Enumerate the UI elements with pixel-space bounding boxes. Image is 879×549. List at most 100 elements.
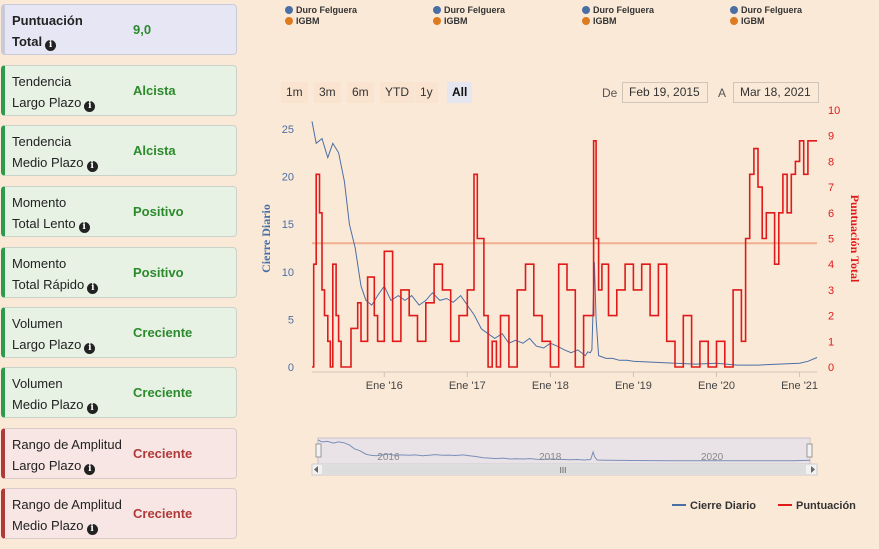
info-icon[interactable]: i	[86, 403, 98, 414]
series-cierre-line	[311, 121, 818, 366]
card-label-line2: Medio Plazo	[12, 155, 84, 170]
card-label-line1: Momento	[12, 256, 67, 271]
card-label-line1: Volumen	[12, 376, 63, 391]
top-legend-item-stock[interactable]: Duro Felguera	[730, 5, 802, 15]
info-icon[interactable]: i	[84, 343, 96, 354]
info-icon[interactable]: i	[84, 101, 96, 112]
y2-tick-label: 10	[828, 105, 840, 117]
top-legend-item-stock[interactable]: Duro Felguera	[433, 5, 505, 15]
card-label-line1: Rango de Amplitud	[12, 497, 122, 512]
to-date-input[interactable]: Mar 18, 2021	[733, 82, 819, 103]
score-card: Volumen Medio Plazo i Creciente	[1, 367, 237, 418]
y2-tick-label: 9	[828, 131, 834, 143]
dot-icon	[730, 17, 738, 25]
top-legend-item-stock[interactable]: Duro Felguera	[582, 5, 654, 15]
card-label-line2: Total Rápido	[12, 277, 85, 292]
card-value: Creciente	[133, 506, 193, 521]
card-label-line1: Rango de Amplitud	[12, 437, 122, 452]
legend-puntuacion[interactable]: Puntuación	[778, 500, 856, 512]
legend-text: IGBM	[741, 16, 765, 26]
x-tick-label: Ene '21	[781, 380, 818, 392]
card-value: Positivo	[133, 204, 184, 219]
navigator-right-handle	[806, 443, 813, 458]
x-tick-label: Ene '17	[449, 380, 486, 392]
y2-tick-label: 7	[828, 182, 834, 194]
card-label: Tendencia Medio Plazo i	[12, 131, 98, 173]
dot-icon	[433, 6, 441, 14]
score-card: Tendencia Largo Plazo i Alcista	[1, 65, 237, 116]
y2-tick-label: 0	[828, 362, 834, 374]
range-button-3m[interactable]: 3m	[314, 82, 341, 103]
legend-text: IGBM	[593, 16, 617, 26]
top-legend-item-index[interactable]: IGBM	[285, 16, 320, 26]
card-value: Creciente	[133, 446, 193, 461]
dot-icon	[582, 17, 590, 25]
navigator-background	[317, 437, 811, 465]
y-tick-label: 0	[288, 362, 294, 374]
scrollbar-thumb	[322, 465, 806, 474]
range-button-ytd[interactable]: YTD	[380, 82, 414, 103]
card-label-line1: Volumen	[12, 316, 63, 331]
card-label-line1: Momento	[12, 195, 67, 210]
range-button-6m[interactable]: 6m	[347, 82, 374, 103]
legend-text: Duro Felguera	[593, 5, 655, 15]
top-legend-item-index[interactable]: IGBM	[582, 16, 617, 26]
info-icon[interactable]: i	[84, 464, 96, 475]
range-button-1m[interactable]: 1m	[281, 82, 308, 103]
scrollbar-grip: III	[560, 466, 567, 475]
legend-cierre[interactable]: Cierre Diario	[672, 500, 756, 512]
legend-text: Duro Felguera	[741, 5, 803, 15]
card-label: Puntuación Total i	[12, 10, 83, 52]
legend-puntuacion-label: Puntuación	[796, 500, 856, 512]
card-label: Rango de Amplitud Medio Plazo i	[12, 494, 122, 536]
y-tick-label: 20	[282, 172, 294, 184]
card-value: Creciente	[133, 385, 193, 400]
scroll-right-icon	[811, 466, 815, 473]
range-button-1y[interactable]: 1y	[415, 82, 438, 103]
dot-icon	[730, 6, 738, 14]
dot-icon	[285, 17, 293, 25]
info-icon[interactable]: i	[87, 283, 99, 294]
info-icon[interactable]: i	[86, 524, 98, 535]
top-legend-item-stock[interactable]: Duro Felguera	[285, 5, 357, 15]
scrollbar-track	[311, 463, 818, 476]
card-label: Volumen Largo Plazo i	[12, 313, 96, 355]
card-label-line2: Largo Plazo	[12, 458, 82, 473]
dot-icon	[433, 17, 441, 25]
legend-cierre-label: Cierre Diario	[690, 500, 757, 512]
navigator-label: 2020	[701, 452, 724, 463]
info-icon[interactable]: i	[78, 222, 90, 233]
card-label-line2: Largo Plazo	[12, 337, 82, 352]
x-tick-label: Ene '19	[615, 380, 652, 392]
card-label: Tendencia Largo Plazo i	[12, 71, 96, 113]
score-card: Tendencia Medio Plazo i Alcista	[1, 125, 237, 176]
range-button-all[interactable]: All	[447, 82, 473, 103]
info-icon[interactable]: i	[45, 40, 57, 51]
navigator-label: 2018	[539, 452, 562, 463]
y-tick-label: 5	[288, 314, 294, 326]
top-legend-item-index[interactable]: IGBM	[433, 16, 468, 26]
y2-tick-label: 1	[828, 336, 834, 348]
y2-tick-label: 6	[828, 208, 834, 220]
card-label-line2: Largo Plazo	[12, 95, 82, 110]
scroll-left-icon	[314, 466, 318, 473]
x-tick-label: Ene '18	[532, 380, 569, 392]
info-icon[interactable]: i	[86, 161, 98, 172]
legend-text: Duro Felguera	[296, 5, 358, 15]
card-label-line1: Tendencia	[12, 134, 72, 149]
score-card: Rango de Amplitud Medio Plazo i Creciente	[1, 488, 237, 539]
card-label-line2: Medio Plazo	[12, 397, 84, 412]
y-tick-label: 15	[282, 219, 294, 231]
card-label-line2: Total Lento	[12, 216, 76, 231]
card-value: Alcista	[133, 143, 176, 158]
top-legend-item-index[interactable]: IGBM	[730, 16, 765, 26]
card-label: Rango de Amplitud Largo Plazo i	[12, 434, 122, 476]
score-card: Rango de Amplitud Largo Plazo i Creciente	[1, 428, 237, 479]
from-date-input[interactable]: Feb 19, 2015	[622, 82, 708, 103]
score-card: Volumen Largo Plazo i Creciente	[1, 307, 237, 358]
from-label: De	[602, 86, 618, 100]
x-tick-label: Ene '16	[366, 380, 403, 392]
card-label: Volumen Medio Plazo i	[12, 373, 98, 415]
to-label: A	[718, 86, 727, 100]
card-value: 9,0	[133, 22, 152, 37]
